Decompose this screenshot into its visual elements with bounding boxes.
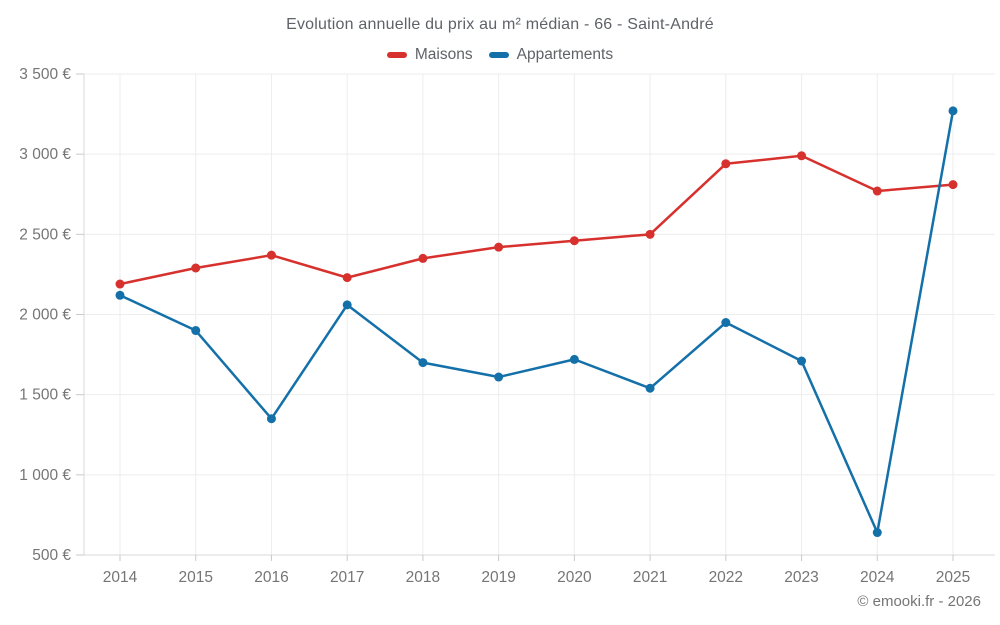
y-tick-label-3500: 3 500 € <box>19 66 71 83</box>
point-maisons-2018 <box>418 253 428 263</box>
point-appartements-2019 <box>494 372 504 382</box>
legend-item-maisons: Maisons <box>386 46 473 64</box>
point-appartements-2021 <box>645 383 655 393</box>
point-appartements-2022 <box>721 318 731 328</box>
x-tick-label-2025: 2025 <box>936 569 970 586</box>
point-maisons-2024 <box>872 186 882 196</box>
point-appartements-2014 <box>115 290 125 300</box>
point-maisons-2015 <box>191 263 201 273</box>
point-appartements-2025 <box>948 106 958 116</box>
point-appartements-2016 <box>266 414 276 424</box>
point-maisons-2016 <box>266 250 276 260</box>
y-tick-label-500: 500 € <box>32 547 71 564</box>
y-tick-label-2500: 2 500 € <box>19 226 71 243</box>
x-tick-label-2024: 2024 <box>860 569 895 586</box>
y-tick-label-2000: 2 000 € <box>19 307 71 324</box>
point-appartements-2020 <box>569 354 579 364</box>
x-tick-label-2020: 2020 <box>557 569 592 586</box>
x-tick-label-2018: 2018 <box>406 569 440 586</box>
legend-swatch-appartements-icon <box>488 52 509 58</box>
point-maisons-2017 <box>342 273 352 283</box>
y-tick-label-1500: 1 500 € <box>19 387 71 404</box>
point-maisons-2019 <box>494 242 504 252</box>
x-tick-label-2015: 2015 <box>178 569 212 586</box>
point-maisons-2023 <box>797 151 807 161</box>
point-appartements-2023 <box>797 356 807 366</box>
point-appartements-2017 <box>342 300 352 310</box>
series-line-appartements <box>118 109 955 534</box>
x-tick-label-2016: 2016 <box>254 569 288 586</box>
x-tick-label-2014: 2014 <box>103 569 138 586</box>
x-tick-label-2019: 2019 <box>481 569 515 586</box>
point-maisons-2014 <box>115 279 125 289</box>
point-maisons-2022 <box>721 159 731 169</box>
legend-label-appartements: Appartements <box>516 46 614 63</box>
footer-credit: © emooki.fr - 2026 <box>857 593 981 610</box>
legend-item-appartements: Appartements <box>488 46 614 64</box>
x-tick-label-2023: 2023 <box>784 569 818 586</box>
legend-label-maisons: Maisons <box>414 46 473 63</box>
y-tick-label-3000: 3 000 € <box>19 146 71 163</box>
x-tick-label-2017: 2017 <box>330 569 364 586</box>
x-tick-label-2022: 2022 <box>709 569 743 586</box>
point-appartements-2018 <box>418 358 428 368</box>
point-maisons-2021 <box>645 229 655 239</box>
x-tick-label-2021: 2021 <box>633 569 667 586</box>
point-maisons-2025 <box>948 180 958 190</box>
legend: Maisons Appartements <box>0 46 1000 64</box>
series-line-maisons <box>118 154 955 286</box>
point-appartements-2015 <box>191 326 201 336</box>
chart-title: Evolution annuelle du prix au m² médian … <box>286 16 714 33</box>
point-appartements-2024 <box>872 528 882 538</box>
y-tick-label-1000: 1 000 € <box>19 467 71 484</box>
point-maisons-2020 <box>569 236 579 246</box>
legend-swatch-maisons-icon <box>386 52 407 58</box>
